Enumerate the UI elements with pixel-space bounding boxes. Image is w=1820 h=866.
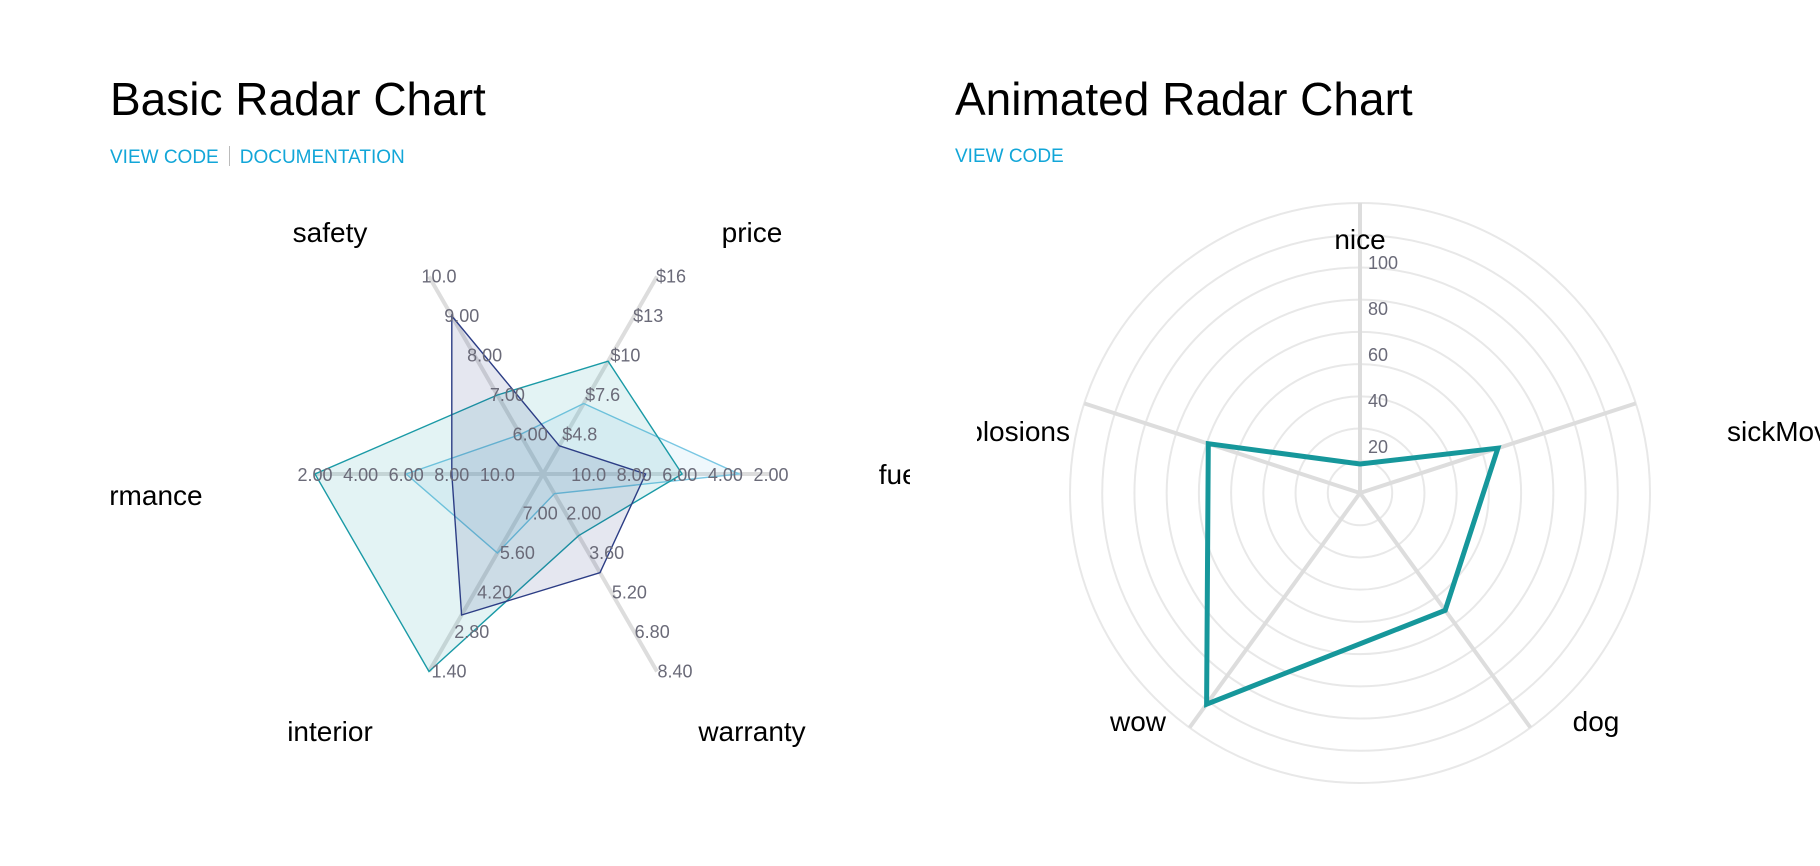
axis-line-explosions <box>1083 401 1361 495</box>
tick-label: 10.0 <box>571 465 606 485</box>
tick-label: 7.00 <box>523 503 558 523</box>
tick-label: 3.60 <box>589 543 624 563</box>
axis-titles-group: safety price fuel economy warranty interior p… <box>45 217 1046 747</box>
series-group <box>314 314 742 673</box>
link-separator <box>228 146 230 166</box>
tick-labels-group: 10.0 9.00 8.00 7.00 6.00 $16 $13 $10 $7.6 $4.8 2.0… <box>297 267 788 682</box>
tick-label: 6.80 <box>635 622 670 642</box>
tick-label: 5.20 <box>612 582 647 602</box>
view-code-link[interactable]: VIEW CODE <box>955 146 1064 167</box>
animated-radar-panel: Animated Radar Chart VIEW CODE 20 40 60 80 1… <box>955 0 1820 866</box>
tick-label: 1.40 <box>431 661 466 681</box>
tick-label: 6.00 <box>662 465 697 485</box>
basic-radar-links: VIEW CODE DOCUMENTATION <box>110 146 405 169</box>
tick-label: 10.0 <box>480 465 515 485</box>
tick-label: 9.00 <box>444 306 479 326</box>
view-code-link[interactable]: VIEW CODE <box>110 147 219 168</box>
axis-title-sickmove: sickMove <box>1727 416 1820 447</box>
axis-title-safety: safety <box>293 217 368 248</box>
tick-label: 20 <box>1368 437 1388 457</box>
tick-label: 80 <box>1368 299 1388 319</box>
tick-label: 7.00 <box>490 385 525 405</box>
tick-label: 8.00 <box>434 465 469 485</box>
tick-label: 6.00 <box>513 425 548 445</box>
tick-label: 100 <box>1368 253 1398 273</box>
tick-label: $10 <box>610 346 640 366</box>
tick-label: $4.8 <box>562 425 597 445</box>
tick-label: 40 <box>1368 391 1388 411</box>
series-polygon-1 <box>404 402 742 554</box>
basic-radar-title: Basic Radar Chart <box>110 73 486 125</box>
tick-label: $16 <box>656 267 686 287</box>
series-polygon-3 <box>451 314 647 616</box>
tick-label: 6.00 <box>389 465 424 485</box>
series-polygon-2 <box>314 360 684 673</box>
animated-radar-title: Animated Radar Chart <box>955 73 1413 125</box>
tick-label: 8.00 <box>617 465 652 485</box>
series-polygon-1 <box>1204 440 1502 708</box>
animated-radar-chart: 20406080100nicesickMovedogwowexplosions <box>977 202 1820 784</box>
axis-title-fuel-economy: fuel economy <box>879 459 1046 490</box>
tick-label: 2.00 <box>753 465 788 485</box>
axis-line-price <box>541 275 659 475</box>
tick-label: 2.00 <box>566 503 601 523</box>
tick-labels-group: 20 40 60 80 100 <box>1368 253 1398 457</box>
animated-radar-links: VIEW CODE <box>955 146 1064 168</box>
basic-radar-panel: Basic Radar Chart VIEW CODE DOCUMENTATION… <box>110 73 910 747</box>
tick-label: 8.40 <box>657 661 692 681</box>
tick-label: 2.00 <box>297 465 332 485</box>
tick-label: 5.60 <box>500 543 535 563</box>
tick-label: 4.00 <box>343 465 378 485</box>
tick-label: $13 <box>633 306 663 326</box>
tick-label: 4.20 <box>477 582 512 602</box>
axis-title-wow: wow <box>1109 706 1167 737</box>
axis-title-warranty: warranty <box>697 716 805 747</box>
axis-title-interior: interior <box>287 716 373 747</box>
tick-label: 2.80 <box>454 622 489 642</box>
axis-title-explosions: explosions <box>938 416 1070 447</box>
tick-label: $7.6 <box>585 385 620 405</box>
tick-label: 8.00 <box>467 346 502 366</box>
basic-radar-chart: 10.0 9.00 8.00 7.00 6.00 $16 $13 $10 $7.6 $4.8 2.0… <box>110 217 910 747</box>
tick-label: 4.00 <box>708 465 743 485</box>
axis-title-performance: performance <box>45 480 202 511</box>
axis-line-wow <box>1187 491 1362 729</box>
axis-title-price: price <box>722 217 783 248</box>
documentation-link[interactable]: DOCUMENTATION <box>239 147 405 168</box>
tick-label: 10.0 <box>421 267 456 287</box>
tick-label: 60 <box>1368 345 1388 365</box>
axis-title-dog: dog <box>1573 706 1620 737</box>
axis-line-safety <box>427 275 545 475</box>
axis-titles-group: nice sickMove dog wow explosions <box>938 224 1820 737</box>
axis-title-nice: nice <box>1334 224 1385 255</box>
axis-line-interior <box>427 473 545 673</box>
